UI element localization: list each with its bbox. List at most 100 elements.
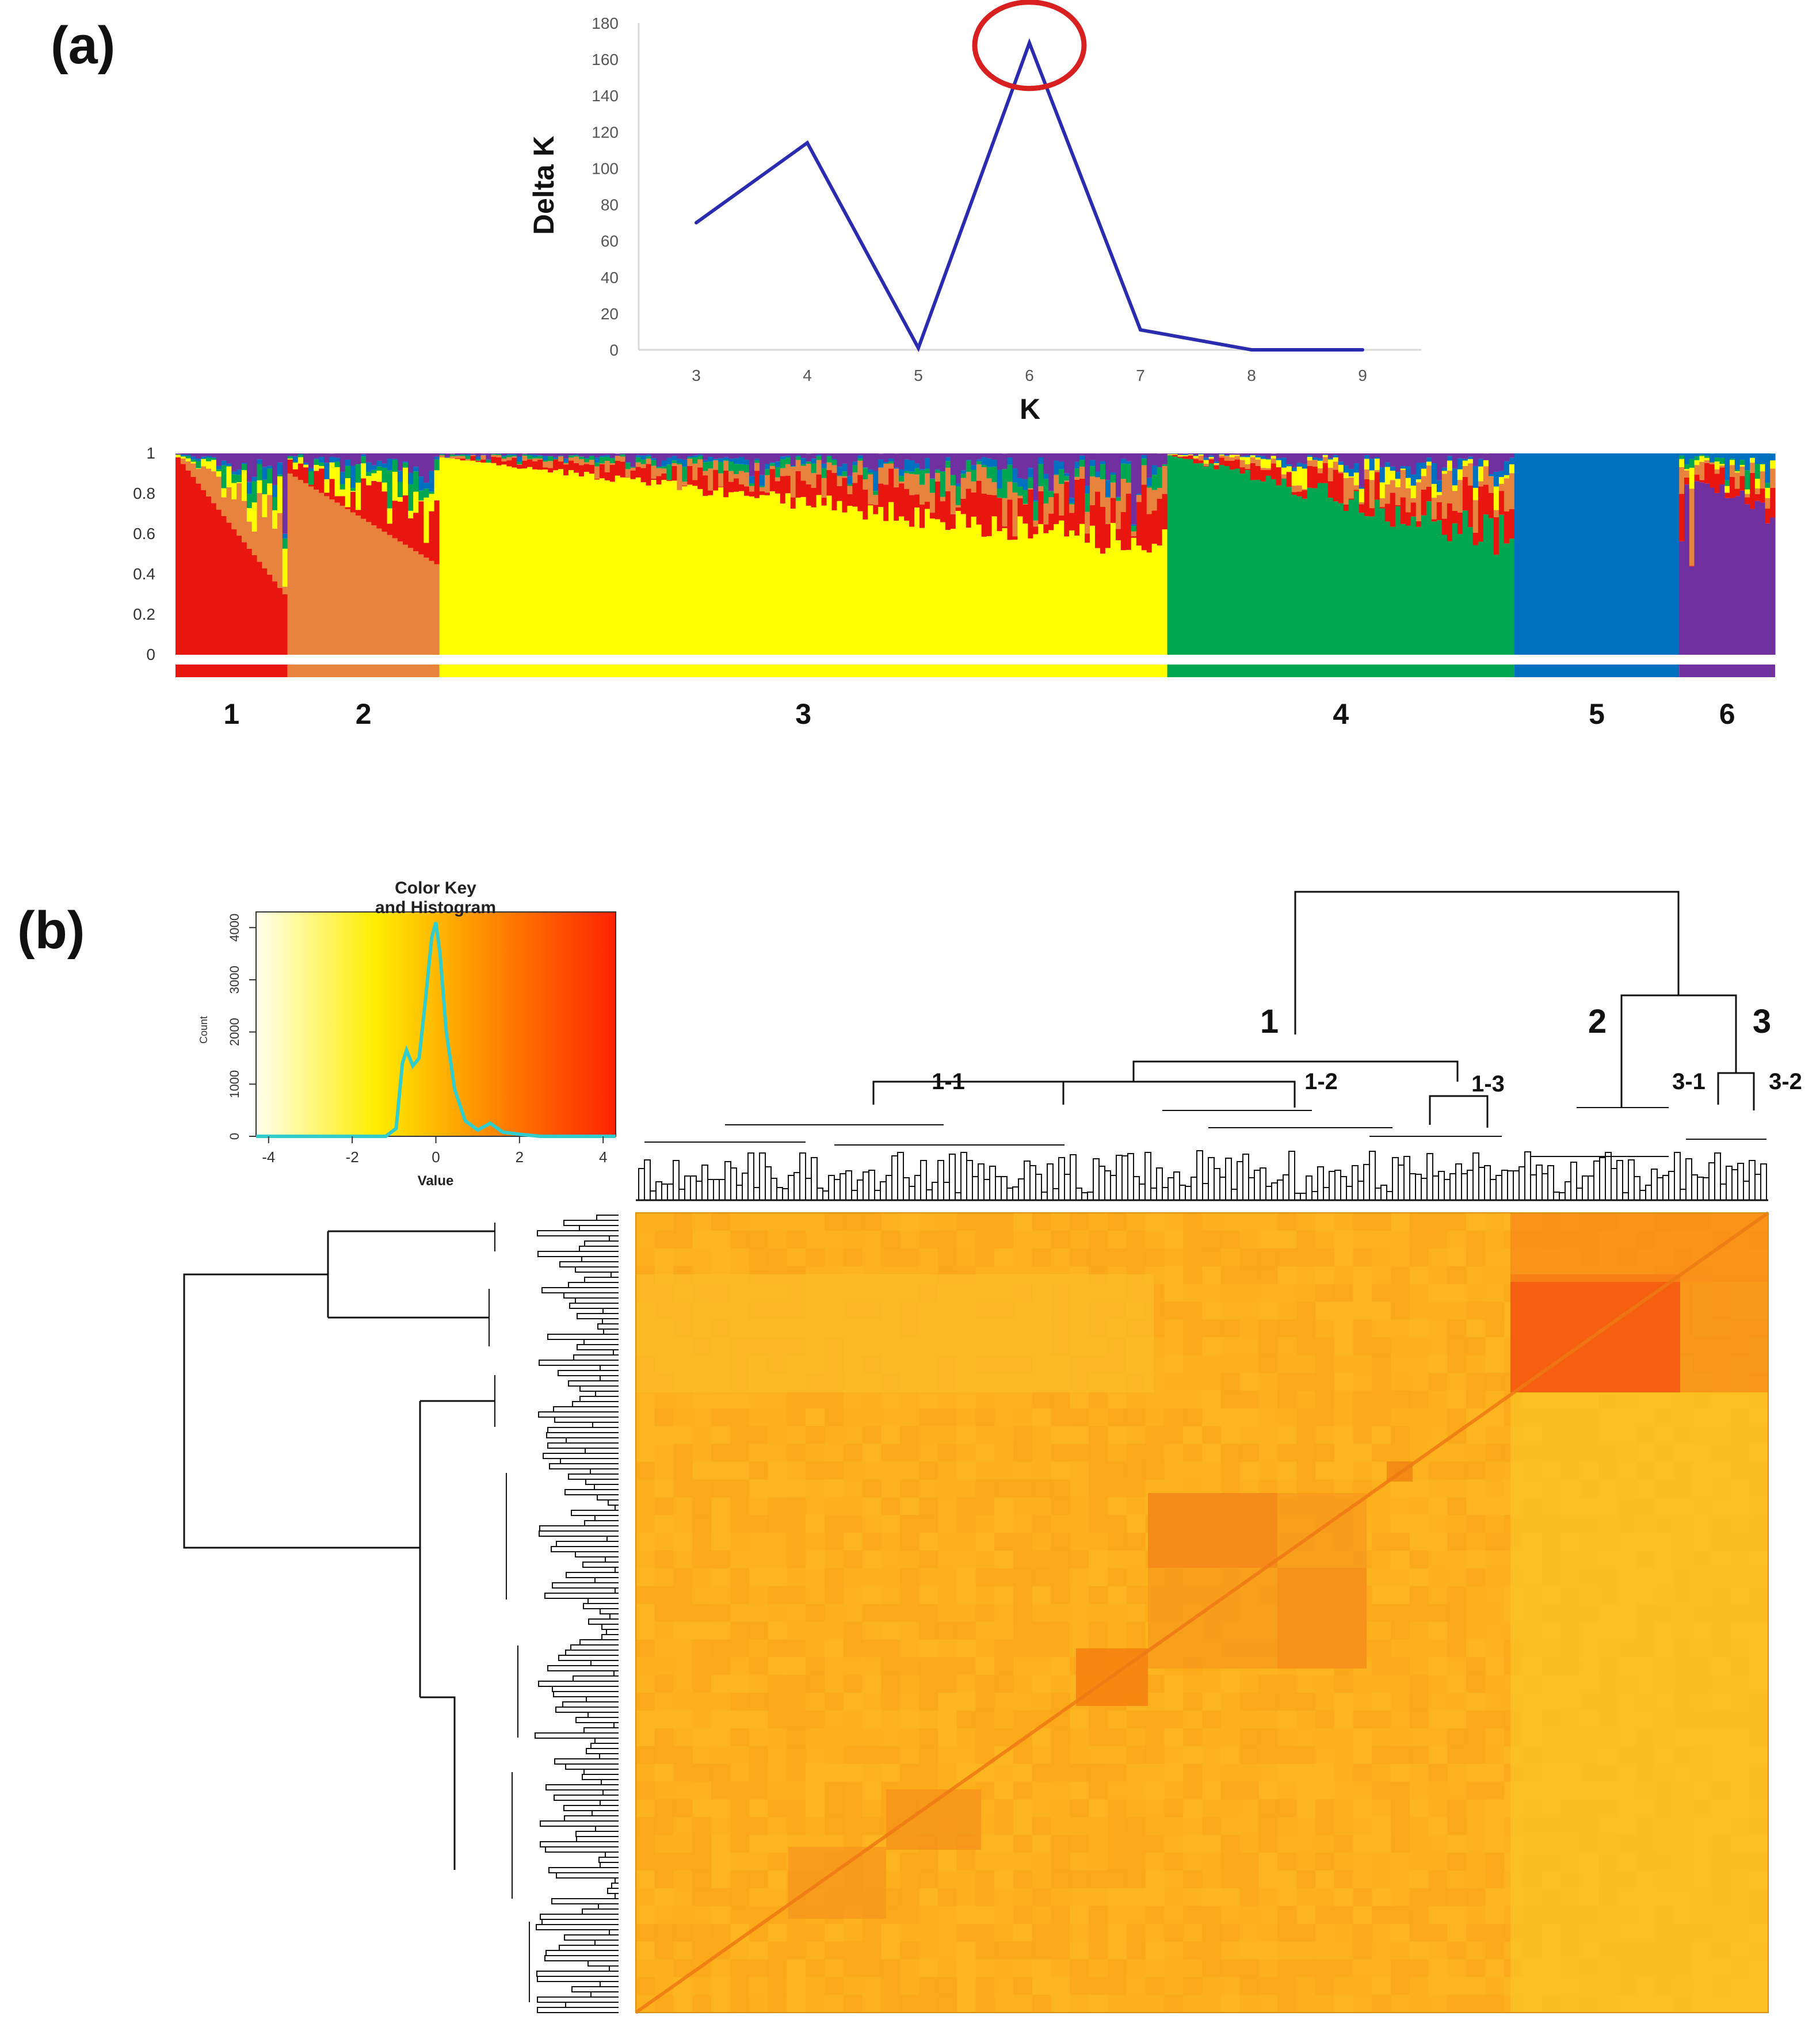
heatmap-cell — [1353, 1888, 1372, 1907]
heatmap-cluster-block — [1510, 1392, 1768, 2013]
heatmap-cell — [1334, 1284, 1353, 1302]
structure-bar-segment — [1478, 541, 1484, 655]
structure-bar-segment — [1302, 490, 1308, 499]
heatmap-cell — [1051, 1870, 1070, 1889]
heatmap-cell — [787, 1213, 806, 1231]
heatmap-cell — [1428, 1390, 1448, 1409]
structure-bar-segment — [1729, 459, 1735, 460]
heatmap-cell — [1089, 1941, 1108, 1960]
heatmap-cell — [749, 1728, 769, 1747]
structure-bar-segment — [986, 478, 993, 495]
structure-bar-segment — [971, 453, 977, 465]
heatmap-cell — [1108, 1995, 1127, 2013]
heatmap-cell — [1164, 1710, 1184, 1729]
heatmap-cell — [1164, 1266, 1184, 1285]
structure-bar-segment — [976, 480, 982, 525]
structure-bar-segment — [1684, 469, 1690, 471]
structure-bar-segment — [308, 453, 314, 468]
structure-bar-segment — [1679, 453, 1685, 456]
heatmap-cell — [1353, 1319, 1372, 1338]
structure-bar-segment — [955, 486, 961, 505]
heatmap-cell — [1070, 1710, 1089, 1729]
structure-bar-segment — [1131, 526, 1137, 532]
structure-bar-segment — [661, 468, 667, 474]
structure-bar-segment — [1208, 459, 1215, 464]
structure-bar-segment — [806, 464, 812, 484]
heatmap-cell — [825, 1923, 844, 1942]
structure-bar-segment — [1208, 463, 1215, 655]
heatmap-cell — [1202, 1799, 1222, 1818]
structure-bar-segment — [816, 453, 822, 455]
structure-bar-segment — [749, 483, 755, 486]
heatmap-cell — [1334, 1408, 1353, 1427]
structure-bar-segment — [1498, 514, 1505, 655]
structure-bar-segment — [728, 471, 734, 482]
structure-y-tick-label: 1 — [146, 444, 155, 462]
heatmap-cell — [1409, 1728, 1429, 1747]
heatmap-cell — [806, 1941, 825, 1960]
heatmap-cell — [1466, 1355, 1486, 1373]
heatmap-cell — [1485, 1995, 1505, 2013]
heatmap-cell — [862, 1533, 882, 1551]
structure-bar-segment — [506, 466, 512, 655]
heatmap-cell — [1372, 1817, 1391, 1835]
heatmap-cell — [1334, 1230, 1353, 1249]
heatmap-cell — [1032, 1444, 1052, 1462]
structure-bar-segment — [1410, 474, 1417, 486]
heatmap-cell — [1353, 1461, 1372, 1480]
structure-bar-segment — [1193, 456, 1199, 459]
heatmap-cell — [900, 1906, 919, 1925]
structure-bar-segment — [1374, 457, 1380, 459]
heatmap-cell — [673, 1888, 693, 1907]
structure-bar-segment — [355, 482, 361, 510]
heatmap-cell — [1183, 1959, 1203, 1977]
structure-y-tick-label: 0.2 — [133, 605, 155, 623]
structure-bar-segment — [868, 472, 873, 475]
dendro-branch-2-3 — [1620, 994, 1737, 1108]
structure-bar-segment — [1198, 453, 1204, 454]
heatmap-cell — [768, 1888, 787, 1907]
heatmap-cell — [1089, 1781, 1108, 1800]
heatmap-cell — [1145, 1675, 1165, 1693]
heatmap-cell — [1428, 1337, 1448, 1356]
structure-bar-segment — [314, 464, 319, 471]
structure-bar-segment — [185, 453, 192, 455]
heatmap-cell — [787, 1621, 806, 1640]
structure-bar-segment — [1457, 480, 1463, 513]
heatmap-cell — [1466, 1923, 1486, 1942]
heatmap-cell — [919, 1586, 938, 1605]
structure-bar-segment — [1054, 460, 1059, 475]
structure-bar-segment — [1270, 456, 1277, 459]
heatmap-cell — [900, 1710, 919, 1729]
structure-bar-segment — [578, 465, 585, 477]
structure-bar-segment — [329, 453, 335, 457]
structure-bar-segment — [1348, 469, 1354, 477]
structure-bar-segment — [697, 488, 703, 655]
heatmap-cell — [673, 1515, 693, 1533]
structure-bar-segment — [1007, 453, 1013, 458]
heatmap-cell — [1258, 1888, 1278, 1907]
structure-bar-segment — [506, 453, 512, 455]
structure-bar-segment — [297, 453, 304, 455]
structure-bar-segment — [1699, 453, 1705, 455]
structure-bar-segment — [1250, 463, 1256, 480]
structure-bar-segment — [548, 472, 554, 655]
structure-bar-segment — [1379, 453, 1386, 468]
heatmap-cell — [1409, 1408, 1429, 1427]
heatmap-cell — [1409, 1533, 1429, 1551]
heatmap-cell — [1447, 1230, 1467, 1249]
heatmap-cell — [1315, 1710, 1335, 1729]
heatmap-cell — [900, 1444, 919, 1462]
color-key-y-tick-label: 2000 — [227, 1018, 242, 1046]
structure-bar-segment — [1079, 478, 1085, 524]
heatmap-cell — [937, 1515, 957, 1533]
heatmap-cell — [1428, 1550, 1448, 1569]
structure-bar-segment — [334, 461, 341, 467]
structure-bar-segment — [960, 474, 967, 478]
structure-bar-segment — [241, 463, 247, 464]
structure-bar-segment — [630, 467, 636, 468]
structure-bar-segment — [1198, 455, 1204, 461]
structure-bar-segment — [460, 455, 466, 456]
heatmap-cell — [1296, 1746, 1316, 1765]
structure-bar-segment — [656, 467, 662, 468]
